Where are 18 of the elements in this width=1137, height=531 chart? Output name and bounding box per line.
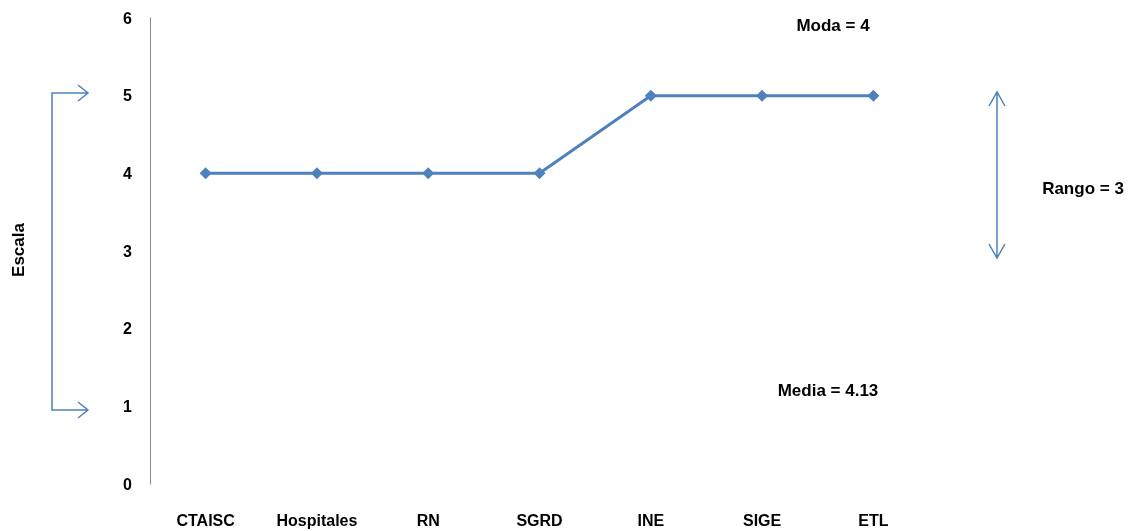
y-tick-label: 1 bbox=[123, 397, 133, 415]
x-tick-label: CTAISC bbox=[176, 511, 236, 529]
y-tick-label: 0 bbox=[123, 475, 133, 493]
x-tick-label: SIGE bbox=[742, 511, 782, 529]
annotation: Media = 4.13 bbox=[777, 380, 879, 400]
x-tick-label: RN bbox=[416, 511, 440, 529]
x-tick-label: INE bbox=[637, 511, 665, 529]
y-tick-label: 3 bbox=[123, 242, 133, 260]
y-tick-label: 6 bbox=[123, 9, 133, 27]
annotation: Moda = 4 bbox=[796, 15, 871, 35]
y-tick-label: 2 bbox=[123, 320, 133, 338]
x-tick-label: ETL bbox=[858, 511, 889, 529]
y-tick-label: 4 bbox=[123, 164, 133, 182]
text: Rango = 3 bbox=[1042, 178, 1124, 198]
text: Escala bbox=[8, 222, 28, 277]
x-tick-label: SGRD bbox=[516, 511, 563, 529]
y-tick-label: 5 bbox=[123, 87, 133, 105]
x-tick-label: Hospitales bbox=[276, 511, 358, 529]
